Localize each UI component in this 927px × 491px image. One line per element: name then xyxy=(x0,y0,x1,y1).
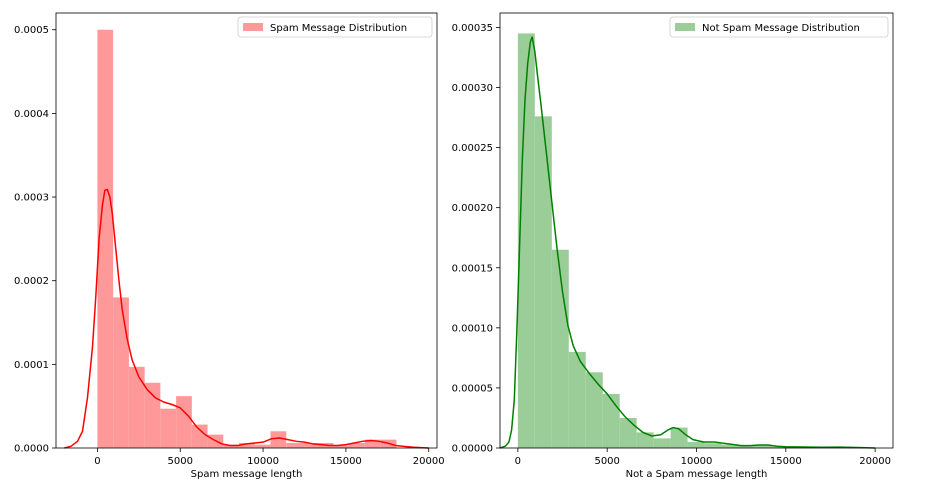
ham-y-tick-label-0: 0.00000 xyxy=(452,444,493,455)
spam-legend-swatch xyxy=(243,23,263,31)
not-spam-length-chart: 0 5000 10000 15000 20000 0.00000 0.00005 0.0001… xyxy=(452,12,894,480)
ham-histogram-bar-12 xyxy=(721,444,739,448)
ham-histogram-bar-10 xyxy=(687,441,705,448)
ham-x-tick-label-3: 15000 xyxy=(770,456,802,467)
spam-histogram-bar-10 xyxy=(254,444,271,448)
ham-histogram-bar-13 xyxy=(738,445,756,448)
ham-y-tick-label-6: 0.00030 xyxy=(452,83,493,94)
spam-plot-frame xyxy=(55,12,438,449)
spam-x-tick-label-4: 20000 xyxy=(413,456,445,467)
spam-histogram-bar-5 xyxy=(176,396,192,448)
spam-x-tick-label-3: 15000 xyxy=(330,456,362,467)
spam-kde-line xyxy=(64,188,429,449)
spam-y-tick-label-3: 0.0003 xyxy=(14,193,49,204)
spam-x-axis-label: Spam message length xyxy=(191,469,303,480)
ham-y-tick-label-2: 0.00010 xyxy=(452,323,493,334)
ham-y-tick-label-1: 0.00005 xyxy=(452,383,493,394)
ham-histogram-bar-7 xyxy=(636,432,654,448)
ham-histogram-bar-9 xyxy=(670,427,688,448)
ham-x-tick-label-2: 10000 xyxy=(681,456,713,467)
spam-y-tick-label-0: 0.0000 xyxy=(14,444,49,455)
ham-x-tick-label-4: 20000 xyxy=(859,456,891,467)
spam-y-tick-label-4: 0.0004 xyxy=(14,109,49,120)
ham-x-tick-label-1: 5000 xyxy=(594,456,619,467)
spam-histogram-bar-15 xyxy=(333,445,350,448)
spam-legend-label: Spam Message Distribution xyxy=(270,23,407,34)
spam-length-chart: 0 5000 10000 15000 20000 0.0000 0.0001 0.0002 0.… xyxy=(14,12,445,480)
spam-legend: Spam Message Distribution xyxy=(237,16,433,38)
spam-histogram-bar-17 xyxy=(364,439,381,448)
ham-y-tick-label-5: 0.00025 xyxy=(452,143,493,154)
spam-histogram-bar-6 xyxy=(191,424,208,448)
spam-histogram-bar-0 xyxy=(97,29,114,448)
ham-histogram-bar-2 xyxy=(551,249,569,448)
ham-y-tick-label-4: 0.00020 xyxy=(452,203,493,214)
ham-histogram-bar-11 xyxy=(704,443,722,448)
spam-y-tick-label-5: 0.0005 xyxy=(14,25,49,36)
ham-histogram-bar-4 xyxy=(585,372,603,448)
spam-histogram-bar-9 xyxy=(239,442,255,448)
ham-histogram-bar-8 xyxy=(653,438,671,448)
spam-y-tick-label-1: 0.0001 xyxy=(14,360,49,371)
spam-y-tick-label-2: 0.0002 xyxy=(14,276,49,287)
spam-histogram-bar-16 xyxy=(349,442,365,448)
spam-histogram-bar-1 xyxy=(113,297,129,448)
ham-y-tick-label-3: 0.00015 xyxy=(452,263,493,274)
spam-legend-box xyxy=(237,16,433,38)
spam-histogram-bar-13 xyxy=(301,442,318,448)
ham-legend-box xyxy=(669,16,889,38)
ham-histogram-bar-14 xyxy=(755,445,773,448)
ham-kde-line xyxy=(499,36,876,449)
spam-histogram-bar-4 xyxy=(160,408,177,448)
spam-histogram-bar-11 xyxy=(270,431,287,448)
ham-histogram-bar-5 xyxy=(602,393,620,448)
ham-histogram-bar-0 xyxy=(517,33,535,449)
ham-histogram-bar-1 xyxy=(534,116,552,448)
ham-histogram-bar-15 xyxy=(772,446,790,448)
spam-x-tick-label-2: 10000 xyxy=(247,456,279,467)
spam-x-tick-label-0: 0 xyxy=(94,456,100,467)
ham-x-tick-label-0: 0 xyxy=(515,456,521,467)
ham-legend-swatch xyxy=(675,23,695,31)
ham-y-tick-label-7: 0.00035 xyxy=(452,23,493,34)
ham-legend: Not Spam Message Distribution xyxy=(669,16,889,38)
spam-histogram-bar-3 xyxy=(144,382,161,448)
ham-legend-label: Not Spam Message Distribution xyxy=(702,23,860,34)
spam-histogram-bar-2 xyxy=(128,366,145,448)
ham-x-axis-label: Not a Spam message length xyxy=(626,469,768,480)
spam-histogram-bar-8 xyxy=(223,444,240,448)
ham-histogram-bar-6 xyxy=(619,417,637,448)
spam-x-tick-label-1: 5000 xyxy=(168,456,193,467)
ham-histogram-bar-3 xyxy=(568,351,586,448)
spam-histogram-bar-12 xyxy=(286,442,302,448)
